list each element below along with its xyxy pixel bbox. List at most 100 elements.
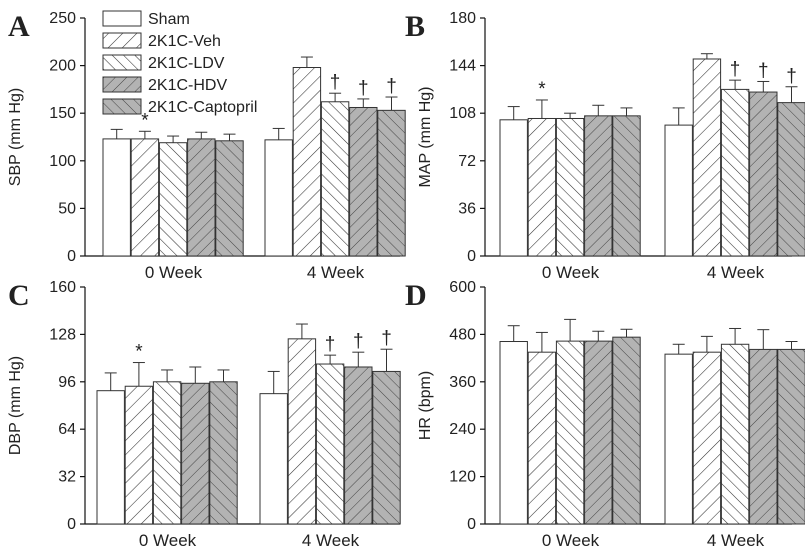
y-axis-label-a: SBP (mm Hg) (7, 88, 24, 186)
x-tick-label-a: 0 Week (145, 263, 203, 282)
bar-d-ldv (555, 340, 585, 525)
bar-c-veh (287, 338, 317, 525)
y-axis-label-b: MAP (mm Hg) (417, 86, 434, 187)
bar-a-sham (264, 139, 293, 257)
y-tick-label-c: 0 (67, 516, 76, 533)
significance-mark-b-hdv: † (758, 60, 769, 81)
y-tick-label-c: 128 (49, 326, 76, 343)
bar-c-veh (124, 385, 154, 525)
bar-a-veh (130, 138, 160, 257)
x-tick-label-b: 4 Week (707, 263, 765, 282)
y-tick-label-a: 100 (49, 153, 76, 170)
legend-label-sham: Sham (148, 11, 190, 28)
panel-letter-a: A (8, 10, 30, 43)
y-tick-label-c: 64 (58, 421, 76, 438)
y-tick-label-d: 0 (467, 516, 476, 533)
significance-mark-a-hdv: † (358, 78, 369, 99)
panel-letter-c: C (8, 279, 30, 312)
bar-c-hdv (181, 382, 210, 525)
bar-d-veh (692, 351, 722, 525)
bar-d-veh (527, 351, 557, 525)
significance-mark-a-ldv: † (330, 72, 341, 93)
bar-c-captopril (209, 381, 238, 525)
bar-b-veh (692, 58, 722, 257)
legend-swatch-captopril (102, 98, 142, 115)
bar-a-sham (102, 138, 131, 257)
y-tick-label-a: 200 (49, 58, 76, 75)
bar-b-sham (499, 119, 528, 257)
significance-mark-a-veh: * (141, 110, 149, 131)
significance-mark-b-veh: * (538, 79, 546, 100)
y-tick-label-b: 36 (458, 200, 476, 217)
bar-d-hdv (749, 348, 778, 525)
bar-a-veh (292, 67, 322, 257)
bar-b-ldv (720, 88, 750, 257)
bar-c-ldv (315, 363, 345, 525)
legend-label-ldv: 2K1C-LDV (148, 55, 225, 72)
panel-a: A SBP (mm Hg) 0 50 100 150 200 250 * 0 Week † † † 4 W… (7, 10, 406, 282)
significance-mark-b-ldv: † (730, 59, 741, 80)
bar-b-captopril (612, 115, 641, 257)
bar-b-veh (527, 117, 557, 257)
legend-label-captopril: 2K1C-Captopril (148, 99, 257, 116)
y-tick-label-b: 144 (449, 58, 476, 75)
y-tick-label-a: 150 (49, 105, 76, 122)
significance-mark-c-veh: * (135, 342, 143, 363)
x-tick-label-a: 4 Week (307, 263, 365, 282)
panel-letter-d: D (405, 279, 427, 312)
bar-a-ldv (158, 142, 188, 257)
significance-mark-b-captopril: † (786, 66, 797, 87)
legend: Sham 2K1C-Veh 2K1C-LDV 2K1C-HDV 2K1C-Cap… (102, 10, 257, 116)
y-tick-label-c: 96 (58, 374, 76, 391)
significance-mark-c-ldv: † (325, 334, 336, 355)
bar-d-ldv (720, 343, 750, 525)
bar-d-captopril (777, 348, 805, 525)
y-tick-label-a: 250 (49, 10, 76, 27)
y-tick-label-c: 160 (49, 279, 76, 296)
bar-c-hdv (344, 366, 373, 525)
panel-letter-b: B (405, 10, 425, 43)
bar-a-ldv (320, 101, 350, 257)
bar-a-hdv (349, 106, 378, 257)
bar-c-sham (96, 390, 125, 525)
legend-swatch-veh (102, 32, 142, 49)
bar-b-captopril (777, 102, 805, 257)
bar-c-captopril (372, 370, 401, 525)
panel-d: D HR (bpm) 0 120 240 360 480 600 0 Week 4 Week (405, 279, 805, 550)
legend-swatch-hdv (102, 76, 142, 93)
y-tick-label-b: 108 (449, 105, 476, 122)
significance-mark-c-captopril: † (381, 328, 392, 349)
y-tick-label-d: 600 (449, 279, 476, 296)
bar-b-sham (664, 124, 693, 257)
y-tick-label-d: 120 (449, 469, 476, 486)
y-tick-label-b: 180 (449, 10, 476, 27)
bar-a-captopril (215, 140, 244, 257)
bar-d-sham (664, 353, 693, 525)
legend-swatch-sham (102, 10, 142, 27)
bar-a-hdv (187, 138, 216, 257)
y-tick-label-c: 32 (58, 469, 76, 486)
y-axis-label-c: DBP (mm Hg) (7, 356, 24, 455)
bar-b-ldv (555, 117, 585, 257)
y-tick-label-d: 480 (449, 326, 476, 343)
panel-c: C DBP (mm Hg) 0 32 64 96 128 160 * 0 Week † † † 4 Wee… (7, 279, 401, 550)
x-tick-label-d: 0 Week (542, 531, 600, 550)
x-tick-label-d: 4 Week (707, 531, 765, 550)
bar-b-hdv (584, 115, 613, 257)
bar-d-hdv (584, 340, 613, 525)
y-axis-label-d: HR (bpm) (417, 371, 434, 440)
y-tick-label-a: 0 (67, 248, 76, 265)
bar-b-hdv (749, 91, 778, 257)
legend-swatch-ldv (102, 54, 142, 71)
y-tick-label-d: 240 (449, 421, 476, 438)
bar-d-sham (499, 341, 528, 525)
y-tick-label-d: 360 (449, 374, 476, 391)
panel-b: B MAP (mm Hg) 0 36 72 108 144 180 * 0 Week † † † 4 We… (405, 10, 805, 282)
bar-c-sham (259, 393, 288, 525)
bar-a-captopril (377, 109, 406, 257)
significance-mark-a-captopril: † (386, 76, 397, 97)
x-tick-label-b: 0 Week (542, 263, 600, 282)
legend-label-veh: 2K1C-Veh (148, 33, 221, 50)
y-tick-label-b: 0 (467, 248, 476, 265)
